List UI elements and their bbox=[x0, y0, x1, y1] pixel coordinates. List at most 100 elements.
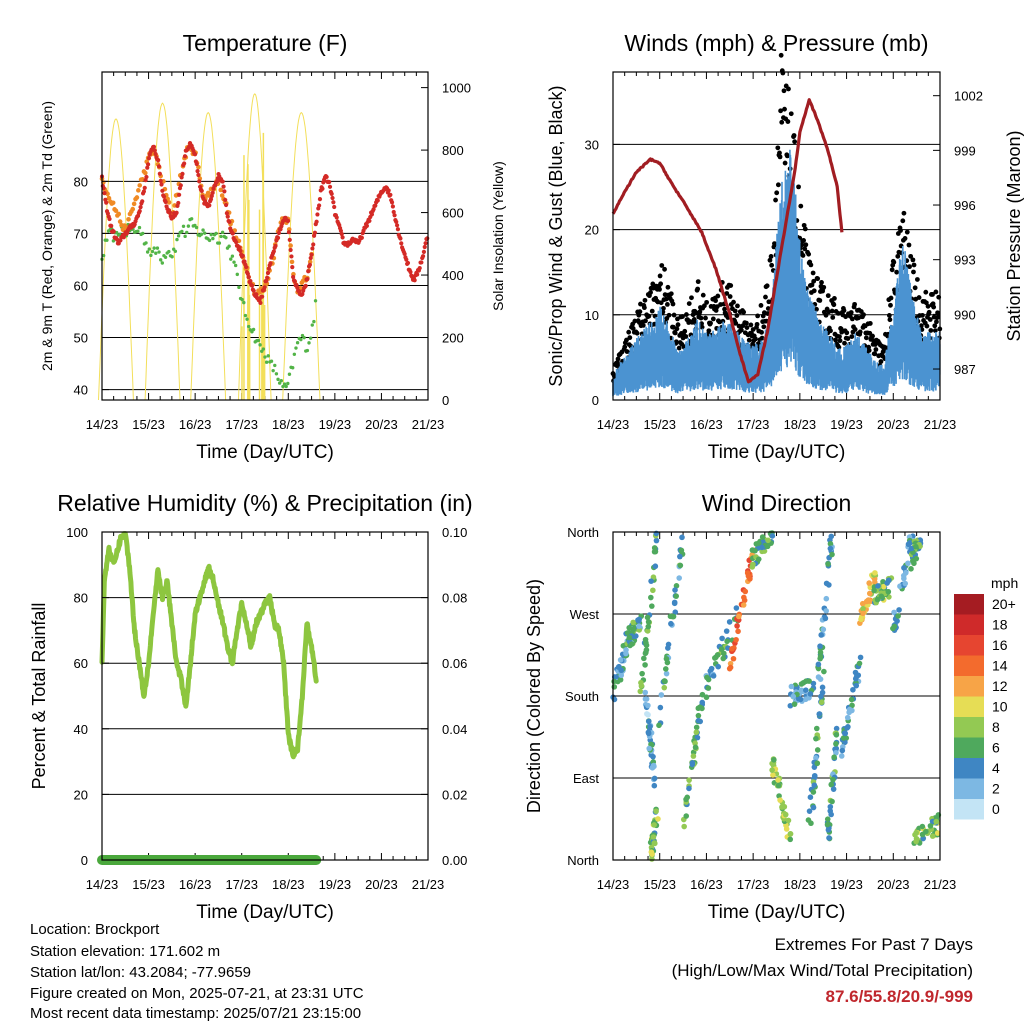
y-tick-label: 40 bbox=[74, 383, 88, 398]
dewpoint-point bbox=[199, 232, 204, 236]
temp-2m-point bbox=[145, 165, 150, 170]
y-tick-label: 100 bbox=[66, 525, 88, 540]
temp-2m-point bbox=[176, 200, 181, 206]
gust-point bbox=[819, 280, 824, 285]
dewpoint-point bbox=[237, 285, 241, 290]
temp-2m-point bbox=[327, 179, 332, 185]
gust-point bbox=[734, 313, 740, 318]
direction-point bbox=[817, 653, 824, 660]
direction-point bbox=[872, 570, 878, 576]
dewpoint-point bbox=[217, 241, 222, 245]
legend-swatch bbox=[954, 676, 984, 697]
y-tick-label: 30 bbox=[585, 137, 599, 152]
gust-point bbox=[932, 328, 938, 333]
direction-point bbox=[676, 575, 683, 581]
temp-2m-point bbox=[101, 185, 106, 191]
legend-label: 16 bbox=[992, 637, 1008, 653]
temp-2m-point bbox=[371, 207, 376, 212]
temp-2m-point bbox=[273, 243, 278, 248]
direction-point bbox=[671, 600, 678, 607]
x-tick-label: 14/23 bbox=[86, 877, 119, 892]
temp-2m-point bbox=[329, 191, 334, 196]
legend-swatch bbox=[954, 594, 984, 615]
direction-point bbox=[823, 595, 830, 602]
temp-2m-point bbox=[375, 198, 380, 203]
gust-point bbox=[761, 324, 767, 330]
y2-tick-label: 0.02 bbox=[442, 787, 467, 802]
dewpoint-point bbox=[149, 253, 153, 258]
direction-point bbox=[741, 594, 747, 601]
direction-point bbox=[833, 725, 840, 732]
dewpoint-point bbox=[175, 237, 179, 242]
temp-2m-point bbox=[249, 283, 255, 288]
y2-tick-label: 0 bbox=[442, 393, 449, 408]
gust-point bbox=[634, 330, 640, 336]
direction-point bbox=[787, 836, 794, 843]
gust-point bbox=[698, 315, 704, 321]
legend-swatch bbox=[954, 717, 984, 738]
direction-point bbox=[740, 602, 747, 608]
direction-point bbox=[842, 739, 848, 746]
direction-point bbox=[646, 745, 653, 752]
temp-9m-point bbox=[126, 216, 131, 222]
direction-point bbox=[791, 701, 798, 707]
direction-point bbox=[913, 829, 920, 836]
direction-point bbox=[747, 576, 753, 582]
direction-point bbox=[638, 679, 644, 686]
gust-point bbox=[708, 320, 713, 326]
gust-point bbox=[916, 295, 922, 300]
direction-point bbox=[635, 617, 641, 623]
dewpoint-point bbox=[261, 347, 266, 351]
gust-point bbox=[802, 246, 808, 252]
y-tick-label: 0 bbox=[81, 853, 88, 868]
direction-point bbox=[833, 741, 839, 747]
gust-point bbox=[710, 316, 716, 322]
gust-point bbox=[706, 328, 712, 334]
direction-point bbox=[828, 781, 835, 788]
gust-point bbox=[777, 150, 782, 156]
legend-label: 6 bbox=[992, 740, 1000, 756]
direction-point bbox=[818, 693, 824, 700]
direction-point bbox=[618, 667, 624, 674]
y-tick-label: 80 bbox=[74, 174, 88, 189]
x-tick-label: 18/23 bbox=[784, 877, 817, 892]
x-tick-label: 15/23 bbox=[643, 877, 676, 892]
y2-tick-label: 990 bbox=[954, 307, 976, 322]
dewpoint-point bbox=[266, 354, 270, 358]
x-tick-label: 16/23 bbox=[179, 417, 212, 432]
gust-point bbox=[672, 330, 678, 336]
direction-point bbox=[718, 646, 725, 653]
temp-2m-point bbox=[208, 197, 214, 202]
direction-point bbox=[905, 560, 911, 567]
speed-legend: mph 20+ 18 16 14 12 10 8 6 4 2 0 bbox=[954, 575, 1018, 820]
panel-4: 14/23 15/23 16/23 17/23 18/23 19/23 20/23 21/23… bbox=[524, 490, 1018, 923]
direction-point bbox=[686, 777, 692, 783]
gust-point bbox=[752, 336, 758, 342]
direction-point bbox=[652, 840, 658, 847]
direction-point bbox=[651, 775, 658, 782]
direction-point bbox=[929, 833, 936, 839]
gust-point bbox=[744, 320, 749, 326]
temp-2m-point bbox=[309, 252, 314, 257]
dewpoint-point bbox=[276, 377, 280, 382]
y2-tick-label: 200 bbox=[442, 331, 464, 346]
y-tick-label: 20 bbox=[585, 223, 599, 238]
legend-swatch bbox=[954, 799, 984, 820]
gust-point bbox=[845, 336, 851, 341]
gust-point bbox=[674, 326, 680, 332]
direction-point bbox=[611, 684, 618, 690]
x-tick-label: 19/23 bbox=[319, 417, 352, 432]
temp-2m-point bbox=[405, 260, 411, 266]
temp-2m-point bbox=[156, 157, 161, 163]
direction-point bbox=[895, 613, 901, 619]
extremes-subtitle: (High/Low/Max Wind/Total Precipitation) bbox=[671, 961, 973, 980]
temp-2m-point bbox=[227, 219, 232, 224]
dewpoint-point bbox=[247, 324, 251, 329]
temp-2m-point bbox=[142, 185, 147, 191]
gust-point bbox=[657, 286, 662, 292]
direction-point bbox=[807, 691, 814, 697]
temp-2m-point bbox=[254, 292, 259, 297]
direction-point bbox=[662, 666, 669, 672]
gust-point bbox=[646, 313, 652, 319]
direction-point bbox=[653, 808, 659, 815]
